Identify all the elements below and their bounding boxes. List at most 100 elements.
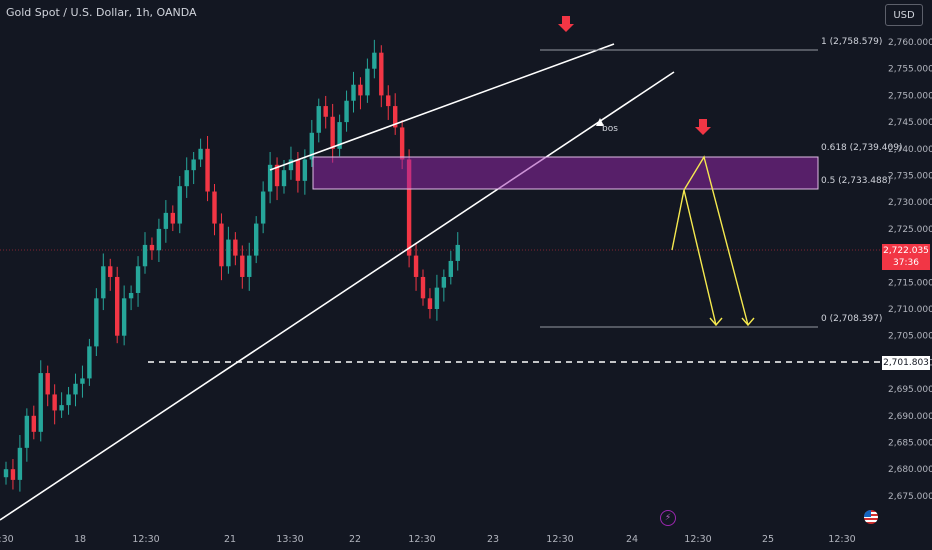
fib-label-0618: 0.618 (2,739.409) (821, 143, 902, 153)
time-tick-label: 12:30 (828, 534, 855, 545)
price-tick-label: 2,755.000 (888, 65, 932, 75)
price-tick-label: 2,715.000 (888, 278, 932, 288)
candle-body (17, 447, 23, 480)
bos-label: bos (602, 124, 618, 134)
candle-body (379, 52, 384, 96)
candle-body (281, 170, 287, 187)
candle-body (420, 276, 426, 299)
candle-body (66, 394, 71, 406)
current-price-badge: 2,722.035 37:36 (882, 244, 930, 270)
candle-body (365, 68, 370, 96)
candle-body (434, 287, 440, 309)
currency-button[interactable]: USD (885, 4, 923, 26)
candle-body (87, 346, 92, 379)
candle-body (330, 116, 335, 149)
fib-label-1: 1 (2,758.579) (821, 37, 882, 47)
candle-body (372, 52, 377, 69)
price-tick-label: 2,705.000 (888, 332, 932, 342)
projection-arrowhead-2 (741, 317, 755, 327)
lower-trendline[interactable] (0, 71, 675, 521)
candle-body (94, 298, 99, 347)
candle-body (240, 255, 245, 277)
candle-body (323, 106, 328, 117)
candle-body (267, 164, 273, 192)
candle-body (358, 84, 363, 96)
level-price-badge: 2,701.803 (882, 356, 930, 370)
candle-body (455, 244, 460, 261)
time-tick-label: 12:30 (546, 534, 573, 545)
time-tick-label: 22 (349, 534, 361, 545)
candle-body (254, 223, 259, 256)
projection-arrowhead-1 (709, 317, 723, 327)
candle-body (142, 244, 148, 267)
candle-body (198, 148, 203, 160)
us-flag-icon[interactable] (864, 510, 878, 524)
candle-body (31, 415, 36, 432)
price-tick-label: 2,730.000 (888, 198, 932, 208)
candle-body (302, 159, 308, 181)
time-tick-label: 24 (626, 534, 638, 545)
lightning-icon[interactable]: ⚡ (660, 510, 676, 526)
current-price-value: 2,722.035 (883, 246, 929, 256)
candle-body (101, 266, 106, 299)
time-tick-label: 21 (224, 534, 236, 545)
candle-body (205, 148, 210, 192)
candle-body (413, 255, 419, 277)
candle-body (344, 100, 349, 123)
candle-body (247, 255, 252, 277)
candle-body (448, 260, 453, 277)
price-tick-label: 2,685.000 (888, 439, 932, 449)
candle-body (10, 469, 16, 480)
candle-body (45, 373, 50, 395)
candle-body (108, 266, 113, 277)
candle-body (260, 191, 266, 224)
candle-body (233, 239, 238, 256)
time-tick-label: 12:30 (684, 534, 711, 545)
fib-label-05: 0.5 (2,733.488) (821, 176, 891, 186)
time-tick-label: 23 (487, 534, 499, 545)
candle-body (406, 159, 412, 256)
symbol-title: Gold Spot / U.S. Dollar, 1h, OANDA (6, 6, 197, 19)
candle-body (393, 106, 398, 128)
candle-body (309, 132, 314, 160)
candle-body (52, 394, 57, 411)
price-tick-label: 2,695.000 (888, 385, 932, 395)
price-tick-label: 2,675.000 (888, 492, 932, 502)
fib-label-0: 0 (2,708.397) (821, 314, 882, 324)
candle-body (288, 159, 294, 171)
candle-body (295, 159, 301, 181)
time-tick-label: 18 (74, 534, 86, 545)
upper-trendline[interactable] (269, 43, 615, 171)
projection-path-2[interactable] (683, 155, 749, 326)
time-tick-label: 12:30 (0, 534, 14, 545)
bos-arrow-icon (596, 118, 604, 126)
candle-body (274, 164, 280, 187)
candle-body (212, 191, 217, 224)
time-tick-label: 12:30 (408, 534, 435, 545)
candle-body (38, 373, 43, 432)
candle-body (177, 186, 182, 224)
candle-body (427, 298, 433, 309)
time-tick-label: 12:30 (132, 534, 159, 545)
drawings (0, 16, 880, 521)
candle-body (399, 127, 405, 160)
candle-body (3, 469, 9, 478)
candle-body (226, 239, 231, 267)
projection-path-1[interactable] (671, 189, 717, 326)
supply-zone[interactable] (312, 156, 819, 190)
price-tick-label: 2,735.000 (888, 172, 932, 182)
time-tick-label: 25 (762, 534, 774, 545)
candle-body (337, 122, 342, 149)
candle-body (163, 212, 169, 229)
candle-body (316, 106, 321, 133)
price-tick-label: 2,690.000 (888, 412, 932, 422)
price-tick-label: 2,710.000 (888, 305, 932, 315)
time-axis[interactable]: 12:30 18 12:30 21 13:30 22 12:30 23 12:30 24 12:30… (0, 534, 856, 545)
candle-body (184, 170, 189, 187)
candle-body (73, 383, 78, 395)
candles (3, 39, 460, 492)
price-tick-label: 2,760.000 (888, 38, 932, 48)
candle-body (115, 276, 120, 336)
candle-body (24, 415, 30, 448)
